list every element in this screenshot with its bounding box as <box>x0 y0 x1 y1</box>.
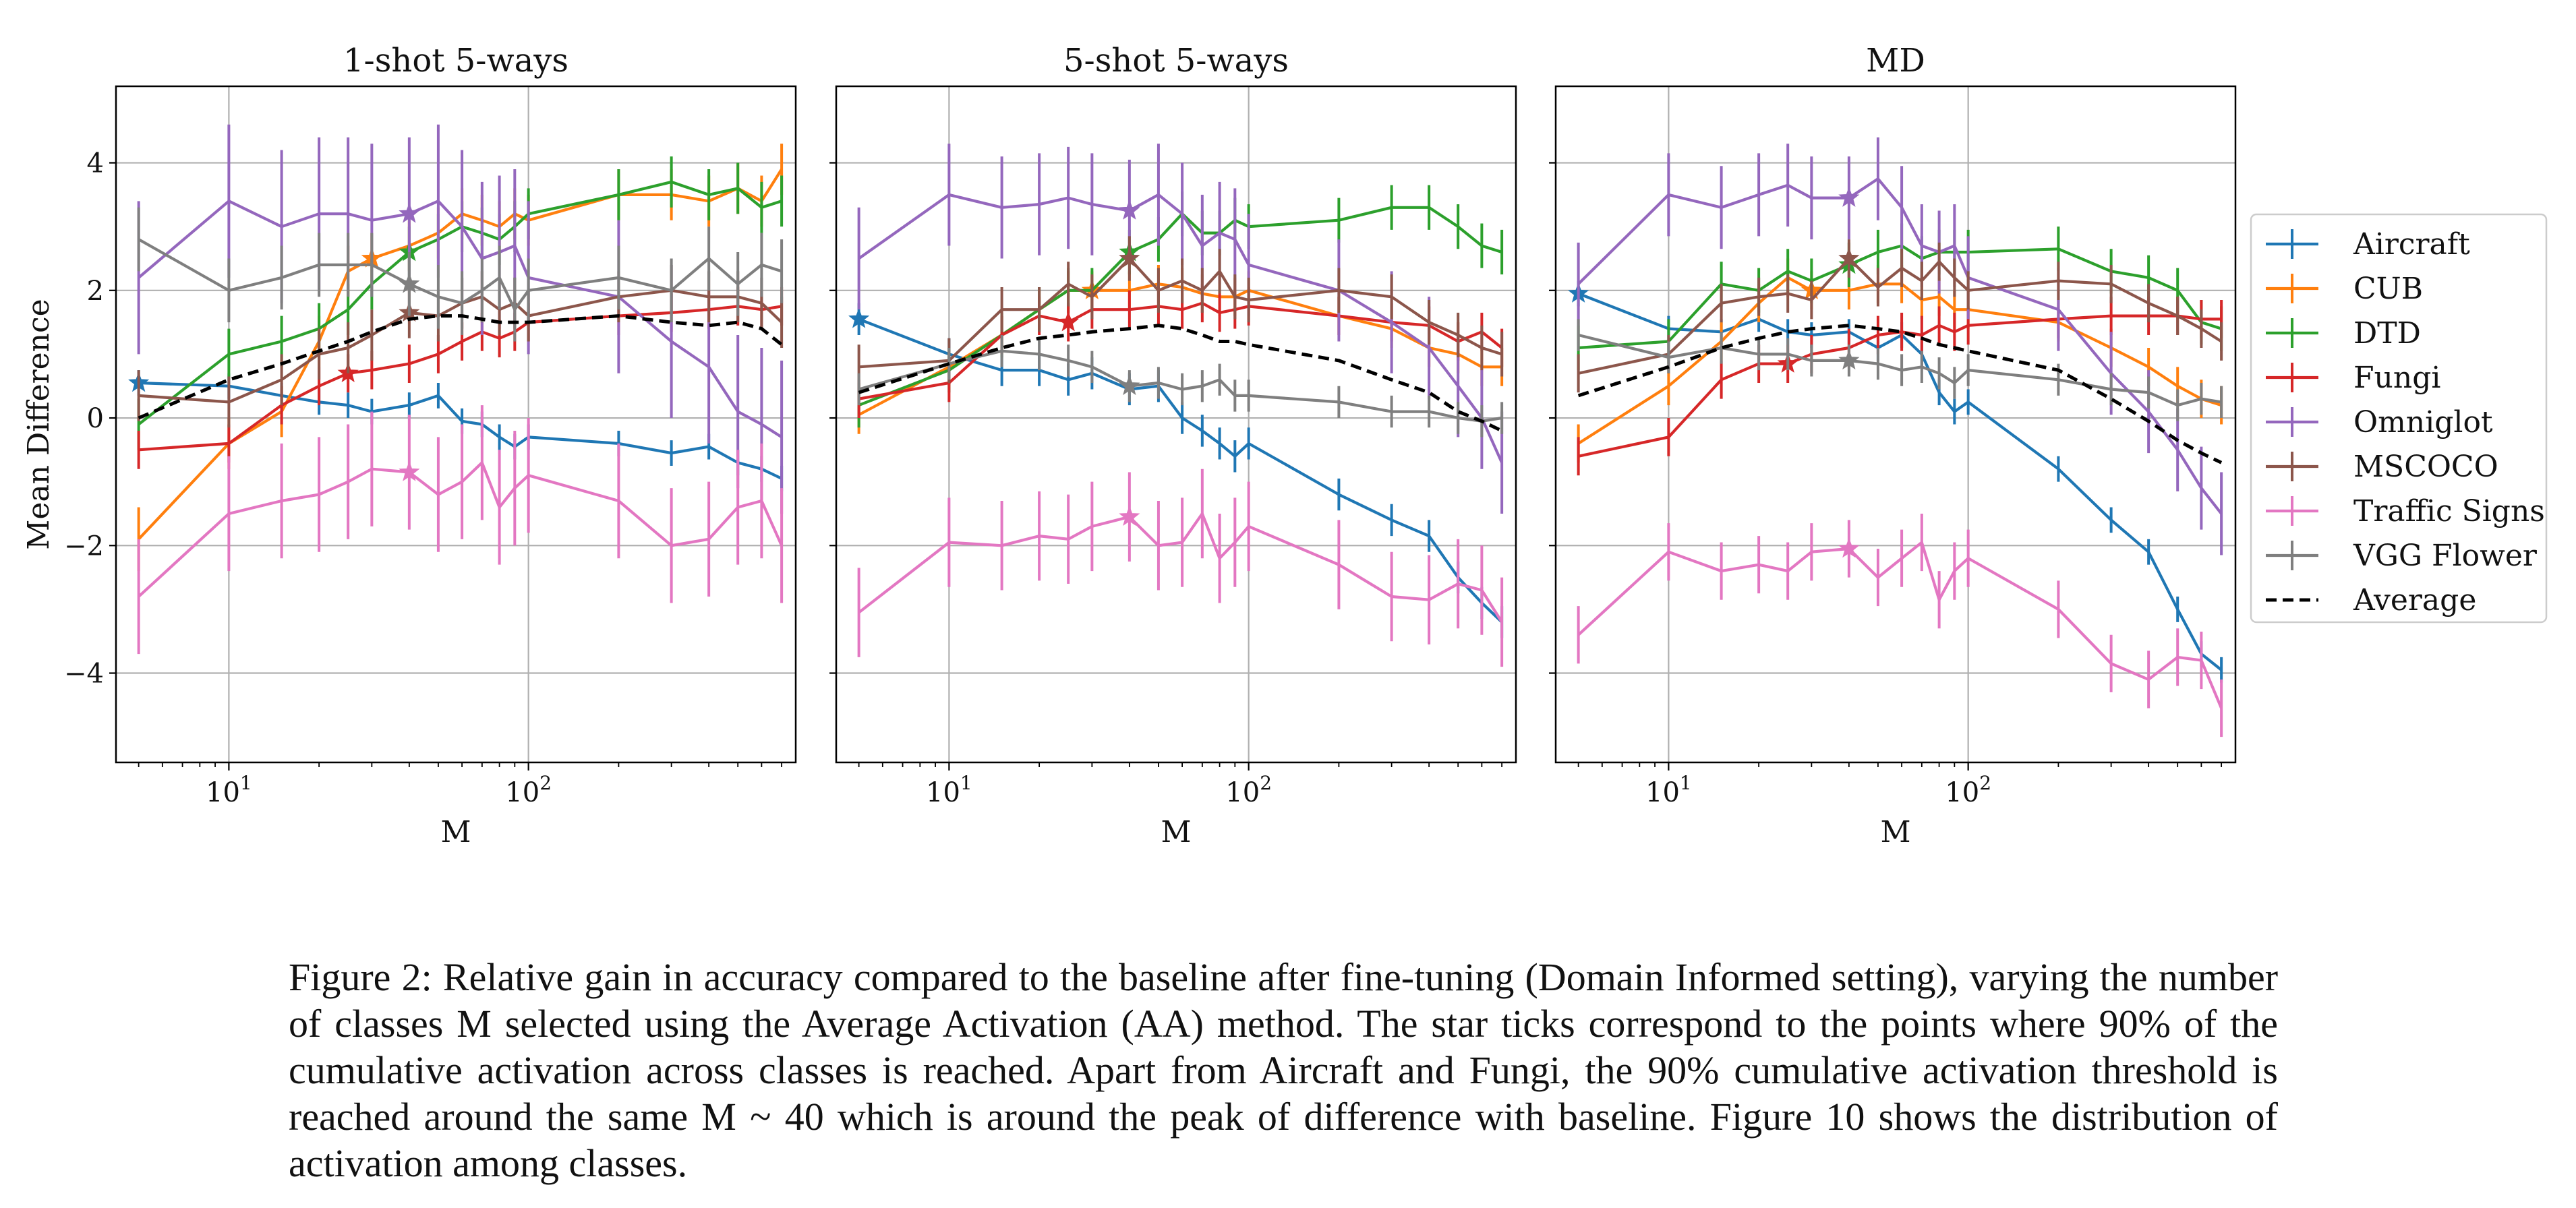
plot-area <box>1568 137 2223 737</box>
series-traffic-signs <box>857 469 1504 667</box>
series-traffic-signs <box>1577 513 2223 737</box>
panel-title: MD <box>1866 42 1925 80</box>
plot-area <box>128 124 784 655</box>
caption-label: Figure 2: <box>289 955 432 999</box>
series-traffic-signs <box>137 405 784 655</box>
series-fungi <box>857 284 1504 419</box>
series-line-traffic-signs <box>1577 541 2223 709</box>
series-line-traffic-signs <box>138 461 784 598</box>
ytick-label: −4 <box>64 659 104 690</box>
legend-entry-cub: CUB <box>2266 272 2423 306</box>
series-line-traffic-signs <box>858 512 1503 623</box>
series-aircraft <box>128 370 784 491</box>
series-line-vgg-flower <box>1578 333 2222 407</box>
legend-entry-fungi: Fungi <box>2266 361 2440 395</box>
series-line-mscoco <box>138 289 783 404</box>
legend-entry-traffic-signs: Traffic Signs <box>2266 494 2545 528</box>
y-axis-label: Mean Difference <box>22 299 56 549</box>
series-line-mscoco <box>858 257 1502 369</box>
star-marker <box>399 272 420 293</box>
star-marker <box>1838 349 1860 370</box>
panel-5-shot-5-ways: 101 102 5-shot 5-ways M <box>829 42 1517 849</box>
legend-entry-vgg-flower: VGG Flower <box>2266 539 2538 573</box>
panel-title: 1-shot 5-ways <box>343 42 568 80</box>
subplots: −4 −2 0 2 4 101 102 1-shot 5-ways M Mean Differen… <box>22 42 2237 849</box>
legend-label: VGG Flower <box>2353 539 2538 573</box>
series-line-omniglot <box>138 200 783 439</box>
legend-label: MSCOCO <box>2353 450 2498 484</box>
axes-frame <box>835 85 1517 764</box>
xtick-label: 102 <box>505 772 552 808</box>
series-average <box>138 314 783 420</box>
legend-label: Aircraft <box>2353 227 2470 262</box>
star-marker <box>1119 506 1140 526</box>
legend-label: Traffic Signs <box>2353 494 2545 528</box>
legend-entry-dtd: DTD <box>2266 316 2421 351</box>
x-axis-label: M <box>1161 815 1191 849</box>
figure-caption: Figure 2: Relative gain in accuracy comp… <box>289 954 2278 1186</box>
plot-area <box>848 144 1504 667</box>
xtick-label: 102 <box>1225 772 1272 808</box>
xtick-label: 101 <box>1645 772 1692 808</box>
series-line-average <box>138 314 783 420</box>
series-line-average <box>1577 324 2223 464</box>
ytick-label: 0 <box>87 403 104 434</box>
ytick-label: −2 <box>64 531 104 562</box>
series-line-aircraft <box>138 381 783 480</box>
star-marker <box>1057 311 1079 332</box>
series-vgg-flower <box>1577 319 2223 421</box>
legend-entry-aircraft: Aircraft <box>2266 227 2470 262</box>
series-cub <box>137 144 784 572</box>
series-vgg-flower <box>137 207 784 342</box>
x-axis-label: M <box>440 815 471 849</box>
ytick-label: 4 <box>87 148 104 179</box>
legend-label: Omniglot <box>2353 405 2493 440</box>
star-marker <box>1119 247 1140 268</box>
panel-title: 5-shot 5-ways <box>1063 42 1289 80</box>
star-marker <box>1838 187 1860 207</box>
series-line-cub <box>858 282 1502 417</box>
legend: Aircraft CUB DTD Fungi Omniglot MSCOCO Traffic… <box>2250 213 2548 624</box>
series-aircraft <box>848 303 1504 638</box>
series-omniglot <box>137 124 784 514</box>
star-marker <box>1838 247 1860 268</box>
star-marker <box>399 461 420 481</box>
legend-label: Average <box>2353 583 2476 617</box>
star-marker <box>1119 200 1140 220</box>
axes-frame <box>115 85 797 764</box>
legend-label: CUB <box>2353 272 2423 306</box>
star-marker <box>848 307 870 328</box>
xtick-label: 101 <box>206 772 252 808</box>
legend-box <box>2250 213 2548 624</box>
axes-frame <box>1554 85 2237 764</box>
caption-text: Relative gain in accuracy compared to th… <box>289 955 2279 1185</box>
series-line-average <box>858 324 1503 433</box>
series-average <box>858 324 1503 433</box>
star-marker <box>1838 537 1860 558</box>
panel-1-shot-5-ways: −4 −2 0 2 4 101 102 1-shot 5-ways M Mean Differen… <box>22 42 797 849</box>
legend-label: Fungi <box>2353 361 2440 395</box>
panel-md: 101 102 MD M <box>1549 42 2237 849</box>
x-axis-label: M <box>1880 815 1910 849</box>
series-line-vgg-flower <box>138 238 782 311</box>
xtick-label: 101 <box>926 772 972 808</box>
legend-entry-mscoco: MSCOCO <box>2266 450 2498 484</box>
star-marker <box>399 202 420 223</box>
star-marker <box>1119 375 1140 396</box>
legend-label: DTD <box>2353 316 2421 351</box>
xtick-label: 102 <box>1945 772 1991 808</box>
legend-entry-average: Average <box>2266 583 2476 617</box>
series-average <box>1577 324 2223 464</box>
legend-entry-omniglot: Omniglot <box>2266 405 2493 440</box>
ytick-label: 2 <box>87 276 104 307</box>
